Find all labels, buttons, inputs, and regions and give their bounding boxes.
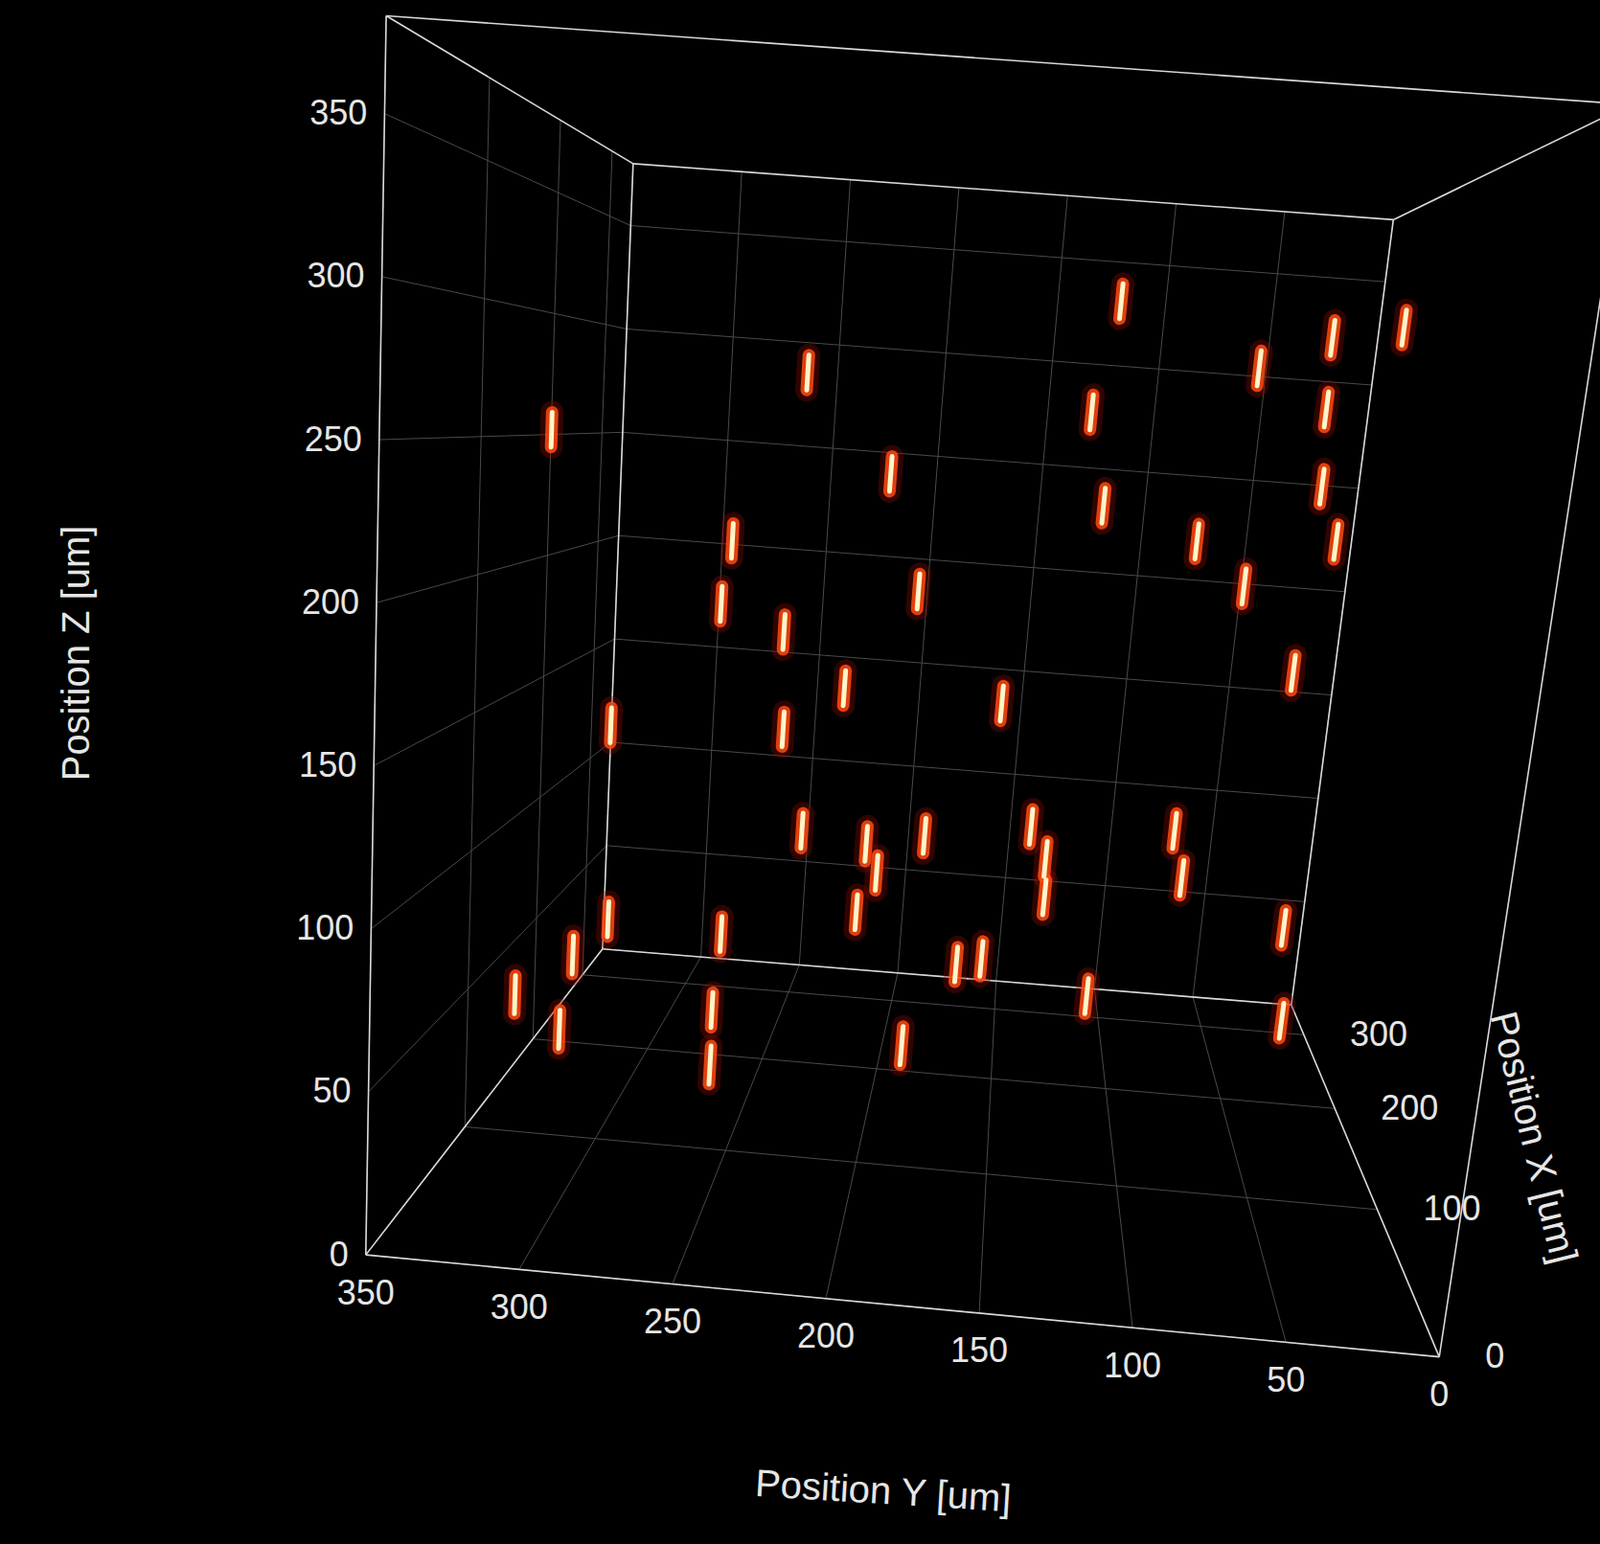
svg-text:350: 350 [337,1273,395,1313]
svg-text:200: 200 [301,582,360,622]
svg-text:200: 200 [1380,1088,1439,1128]
svg-text:0: 0 [1429,1374,1449,1415]
svg-text:Position X [um]: Position X [um] [1482,1007,1586,1269]
svg-text:100: 100 [1103,1346,1162,1386]
svg-text:0: 0 [329,1234,349,1275]
svg-text:300: 300 [490,1287,549,1327]
svg-text:150: 150 [298,745,357,785]
svg-text:Position Z [um]: Position Z [um] [54,525,97,782]
svg-text:0: 0 [1485,1336,1505,1376]
svg-text:50: 50 [313,1071,352,1111]
svg-text:50: 50 [1266,1360,1305,1400]
svg-text:250: 250 [304,419,363,459]
svg-text:200: 200 [797,1316,855,1356]
svg-text:Position Y [um]: Position Y [um] [754,1462,1013,1520]
svg-text:100: 100 [1423,1188,1482,1229]
svg-text:250: 250 [643,1302,702,1342]
svg-text:350: 350 [309,92,367,133]
svg-text:150: 150 [950,1330,1008,1371]
svg-text:100: 100 [296,908,354,948]
svg-text:300: 300 [307,255,366,296]
svg-text:300: 300 [1349,1014,1408,1054]
